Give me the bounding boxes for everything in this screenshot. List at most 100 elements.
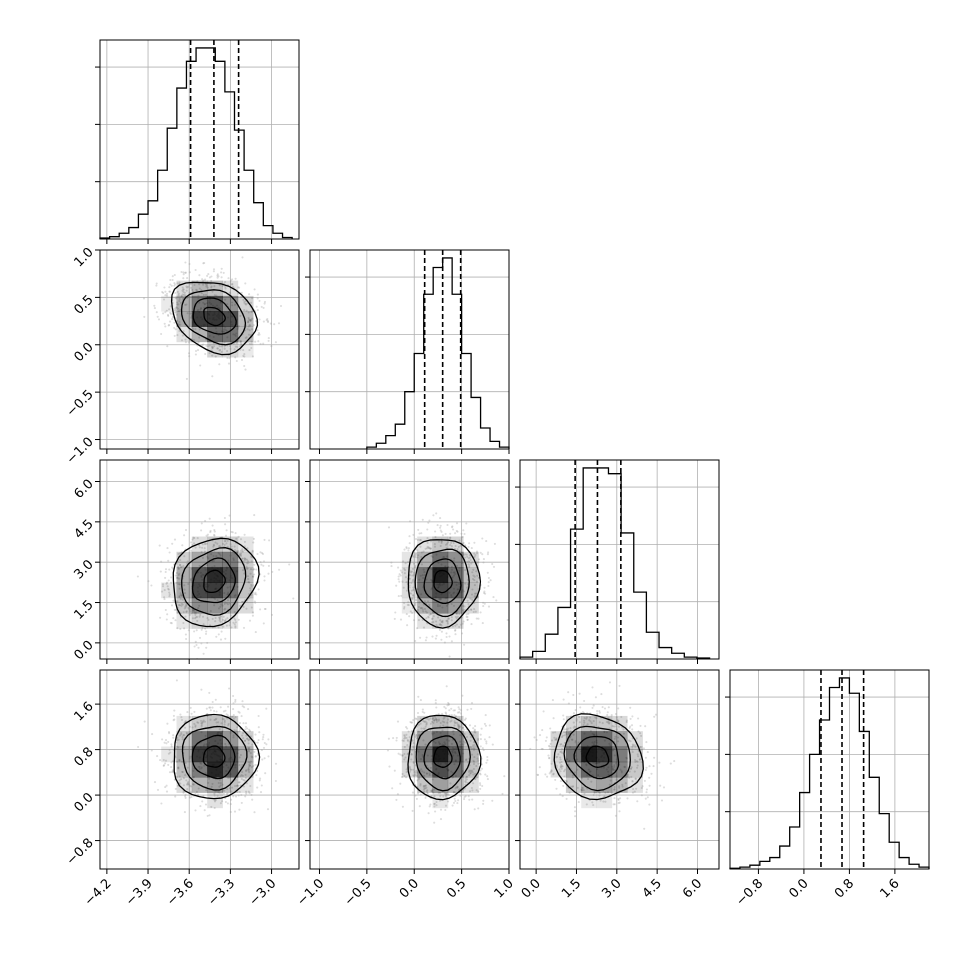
scatter-point: [162, 298, 166, 301]
scatter-point: [417, 619, 420, 622]
scatter-point: [247, 766, 250, 769]
scatter-point: [211, 782, 214, 785]
scatter-point: [452, 791, 455, 794]
scatter-point: [214, 698, 217, 701]
scatter-point: [407, 549, 410, 552]
scatter-point: [180, 295, 183, 298]
scatter-point: [205, 707, 208, 710]
scatter-point: [242, 785, 245, 788]
scatter-point: [262, 342, 265, 345]
scatter-point: [427, 812, 430, 815]
scatter-point: [639, 724, 642, 727]
scatter-point: [608, 721, 611, 724]
scatter-point: [427, 546, 430, 550]
scatter-point: [196, 349, 200, 352]
scatter-point: [449, 532, 452, 535]
scatter-point: [617, 797, 620, 800]
scatter-point: [212, 270, 215, 273]
density-cell: [432, 715, 449, 732]
scatter-point: [478, 782, 482, 785]
scatter-point: [182, 271, 185, 274]
scatter-point: [412, 594, 415, 597]
scatter-point: [178, 759, 181, 762]
scatter-point: [233, 617, 236, 620]
scatter-point: [164, 759, 168, 762]
scatter-point: [442, 724, 445, 727]
scatter-point: [249, 587, 252, 590]
scatter-point: [412, 594, 415, 597]
scatter-point: [153, 307, 156, 310]
scatter-point: [462, 743, 465, 746]
scatter-point: [265, 743, 268, 746]
scatter-point: [447, 718, 450, 721]
scatter-point: [403, 607, 406, 610]
scatter-point: [608, 722, 611, 725]
scatter-point: [571, 785, 575, 788]
density-cell: [550, 761, 567, 778]
scatter-point: [252, 765, 255, 768]
scatter-point: [394, 611, 397, 614]
scatter-point: [454, 532, 457, 535]
scatter-point: [173, 321, 176, 324]
scatter-point: [220, 603, 223, 606]
scatter-point: [245, 734, 248, 737]
scatter-point: [168, 551, 171, 554]
scatter-point: [583, 716, 586, 720]
scatter-point: [540, 747, 543, 750]
scatter-point: [470, 593, 474, 596]
scatter-point: [441, 729, 444, 732]
scatter-point: [186, 783, 189, 786]
scatter-point: [485, 742, 488, 745]
scatter-point: [644, 768, 647, 772]
scatter-point: [178, 583, 181, 586]
scatter-point: [175, 608, 178, 611]
scatter-point: [441, 620, 444, 623]
scatter-point: [503, 775, 506, 778]
scatter-point: [171, 760, 175, 763]
scatter-point: [244, 776, 247, 780]
scatter-point: [241, 600, 244, 604]
scatter-point: [263, 302, 266, 305]
scatter-point: [248, 728, 251, 731]
scatter-point: [184, 303, 187, 306]
scatter-point: [470, 598, 474, 601]
scatter-point: [213, 294, 216, 297]
scatter-point: [225, 624, 228, 627]
density-cell: [176, 761, 193, 778]
scatter-point: [177, 552, 180, 556]
scatter-point: [213, 528, 216, 532]
scatter-point: [413, 573, 416, 576]
scatter-point: [203, 720, 206, 723]
scatter-point: [555, 764, 558, 767]
scatter-point: [184, 606, 187, 609]
scatter-point: [206, 641, 209, 644]
scatter-point: [258, 333, 261, 336]
scatter-point: [170, 743, 173, 746]
scatter-point: [181, 334, 184, 337]
scatter-point: [472, 767, 475, 771]
scatter-point: [471, 561, 474, 564]
contour-p2-p3-1: [573, 735, 620, 780]
scatter-point: [197, 607, 200, 610]
scatter-point: [405, 581, 408, 584]
scatter-point: [163, 589, 166, 592]
scatter-point: [247, 318, 250, 321]
scatter-point: [214, 718, 217, 721]
scatter-point: [256, 741, 259, 744]
scatter-point: [247, 748, 250, 751]
scatter-point: [250, 560, 253, 563]
scatter-point: [224, 800, 227, 804]
scatter-point: [168, 323, 171, 327]
scatter-point: [447, 541, 450, 544]
scatter-point: [161, 585, 165, 588]
scatter-point: [179, 713, 182, 716]
scatter-point: [560, 750, 563, 753]
scatter-point: [223, 543, 226, 546]
density-frame-p1-p3: [309, 669, 510, 870]
scatter-point: [401, 805, 404, 808]
scatter-point: [458, 539, 461, 542]
scatter-point: [453, 557, 456, 560]
x-tick-label-p0-1: −3.9: [123, 876, 156, 909]
scatter-point: [391, 787, 394, 790]
scatter-point: [221, 789, 224, 792]
